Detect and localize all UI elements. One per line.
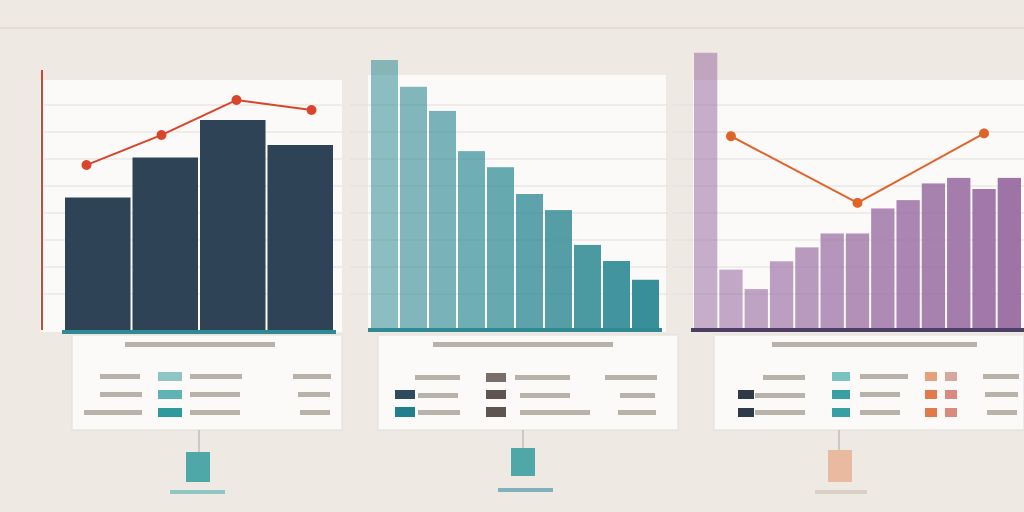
bar [744,289,768,328]
line [86,98,312,166]
legend-swatches [158,372,957,417]
legend-box [71,334,343,431]
bar [132,157,198,330]
bar [795,247,819,328]
baseline [368,328,662,332]
legend-box [377,334,679,431]
tags [170,430,867,494]
bar [371,60,398,328]
marks [62,52,1024,334]
line-point [725,131,736,142]
bar [400,86,427,328]
bar [487,167,514,328]
bar [603,261,630,328]
bar [632,279,659,328]
bar [947,177,971,328]
bar [458,151,485,328]
bar [516,194,543,328]
bar [574,244,601,328]
line-point [156,130,167,140]
bar [429,110,456,328]
line-point [979,128,990,139]
bar [65,197,131,330]
bar [545,210,572,328]
bar [694,52,718,328]
bar [719,269,743,328]
baseline [691,328,1024,332]
legend-scribbles [84,342,1019,415]
bar [997,177,1021,328]
line-point [852,197,863,208]
baseline [62,330,336,334]
bar [871,208,895,328]
bar [769,261,794,328]
bar [200,120,266,330]
bar [845,233,870,328]
bar [820,233,844,328]
legend-box [713,334,1024,431]
bar [896,200,920,328]
line-point [231,95,242,105]
bar [972,189,996,328]
line-point [81,160,92,170]
bar [921,183,946,328]
bar [267,145,333,330]
line-point [306,105,317,115]
